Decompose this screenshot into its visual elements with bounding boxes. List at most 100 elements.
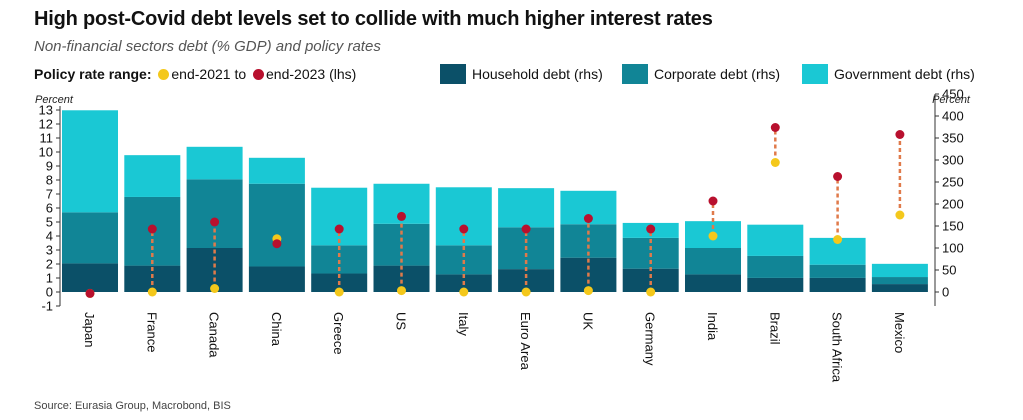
government-bar [871, 263, 928, 278]
left-tick-label: 6 [46, 201, 53, 216]
government-legend-label: Government debt (rhs) [834, 66, 975, 82]
end-2023-rate-dot [895, 130, 905, 139]
right-tick-label: 250 [942, 175, 964, 190]
category-label: Mexico [892, 312, 907, 353]
end-2023-rate-dot [833, 172, 843, 181]
left-tick-label: 7 [46, 187, 53, 202]
household-bar [747, 277, 804, 292]
government-bar [248, 157, 305, 184]
category-label: Greece [331, 312, 346, 355]
category-label: Canada [207, 312, 222, 358]
end-2021-dot-icon [158, 69, 170, 80]
corporate-legend: Corporate debt (rhs) [622, 64, 780, 84]
left-tick-label: 4 [46, 229, 53, 244]
end-2021-rate-dot [397, 286, 406, 296]
right-tick-label: 300 [942, 153, 964, 168]
right-tick-label: 200 [942, 197, 964, 212]
left-tick-label: 2 [46, 257, 53, 272]
end-2023-rate-dot [770, 123, 780, 132]
end-2021-rate-dot [521, 287, 531, 297]
household-bar [809, 277, 866, 292]
end-2023-rate-dot [459, 224, 469, 234]
corporate-bar [248, 183, 305, 267]
government-bar [124, 155, 181, 197]
end-2023-rate-dot [583, 214, 593, 223]
end-2023-rate-dot [708, 196, 718, 206]
category-label: Germany [643, 312, 658, 366]
right-tick-label: 100 [942, 241, 964, 256]
end-2023-rate-dot [85, 288, 95, 298]
category-label: France [144, 312, 159, 352]
end-2021-rate-dot [583, 286, 593, 296]
household-swatch [440, 64, 466, 84]
left-tick-label: 5 [46, 215, 53, 230]
category-label: South Africa [830, 312, 845, 383]
end-2021-legend-label: end-2021 to [171, 66, 247, 82]
end-2021-rate-dot [833, 235, 843, 244]
category-label: Italy [456, 312, 471, 336]
end-2023-rate-dot [521, 224, 531, 234]
corporate-bar [747, 255, 804, 278]
end-2023-legend-label: end-2023 (lhs) [266, 66, 357, 82]
right-tick-label: 150 [942, 219, 964, 234]
category-label: China [269, 312, 284, 347]
left-tick-label: 13 [39, 103, 53, 118]
legend: Policy rate range: end-2021 to end-2023 … [34, 64, 994, 86]
government-bar [747, 224, 804, 256]
end-2021-rate-dot [147, 287, 157, 297]
household-bar [685, 274, 741, 292]
corporate-bar [871, 277, 928, 285]
end-2021-rate-dot [895, 210, 905, 220]
household-bar [248, 266, 305, 292]
government-bar [435, 187, 492, 246]
corporate-bar [62, 212, 118, 264]
household-bar [498, 269, 555, 292]
right-tick-label: 350 [942, 131, 964, 146]
category-label: UK [580, 312, 595, 330]
left-tick-label: 0 [46, 285, 53, 300]
corporate-legend-label: Corporate debt (rhs) [654, 66, 781, 82]
left-tick-label: 1 [46, 271, 53, 286]
government-bar [62, 110, 118, 213]
left-tick-label: 11 [40, 131, 54, 146]
category-label: Brazil [767, 312, 782, 345]
left-axis-label: Percent [35, 94, 74, 106]
end-2023-rate-dot [210, 217, 220, 227]
government-legend: Government debt (rhs) [802, 64, 975, 84]
government-bar [186, 146, 243, 180]
corporate-bar [685, 248, 741, 275]
corporate-swatch [622, 64, 648, 84]
left-tick-label: -1 [41, 299, 53, 314]
policy-rate-legend-label: Policy rate range: [34, 66, 152, 82]
end-2021-rate-dot [459, 287, 469, 297]
policy-rate-legend: Policy rate range: end-2021 to end-2023 … [34, 66, 356, 82]
left-tick-label: 12 [39, 117, 53, 132]
left-tick-label: 10 [39, 145, 53, 160]
household-bar [62, 263, 118, 292]
chart-subtitle: Non-financial sectors debt (% GDP) and p… [34, 38, 381, 55]
household-bar [622, 268, 679, 292]
right-axis-label: Percent [932, 94, 971, 106]
government-bar [311, 187, 368, 246]
household-legend-label: Household debt (rhs) [472, 66, 603, 82]
government-bar [498, 188, 555, 228]
debt-policy-chart: Percent-1012345678910111213Percent050100… [35, 87, 971, 383]
category-label: US [394, 312, 409, 330]
left-tick-label: 9 [46, 159, 53, 174]
chart-title: High post-Covid debt levels set to colli… [34, 8, 713, 30]
right-tick-label: 450 [942, 87, 964, 102]
left-tick-label: 3 [46, 243, 53, 258]
household-legend: Household debt (rhs) [440, 64, 603, 84]
government-swatch [802, 64, 828, 84]
end-2021-rate-dot [210, 284, 220, 293]
corporate-bar [809, 264, 866, 278]
category-label: Euro Area [518, 312, 533, 371]
end-2023-rate-dot [334, 224, 344, 234]
end-2023-rate-dot [272, 239, 282, 249]
category-label: Japan [82, 312, 97, 347]
end-2021-rate-dot [646, 287, 656, 297]
end-2023-rate-dot [397, 211, 406, 221]
end-2021-rate-dot [334, 287, 344, 297]
right-tick-label: 0 [942, 285, 949, 300]
end-2023-dot-icon [253, 69, 265, 80]
